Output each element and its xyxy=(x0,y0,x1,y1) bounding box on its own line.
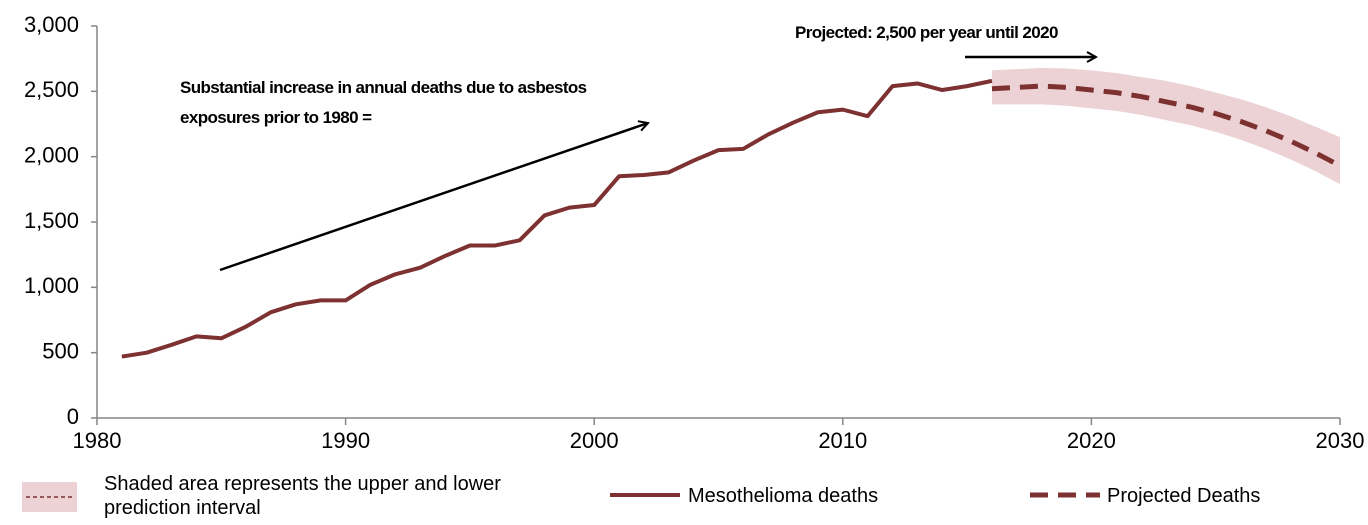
y-tick-label: 1,000 xyxy=(24,273,79,298)
x-tick-label: 1990 xyxy=(321,428,370,453)
x-tick-label: 2010 xyxy=(818,428,867,453)
series-line xyxy=(991,83,1342,169)
legend-label: Projected Deaths xyxy=(1107,485,1261,507)
y-tick-label: 0 xyxy=(67,404,79,429)
annotation-arrow xyxy=(219,123,648,272)
annotation: Projected: 2,500 per year until 2020 xyxy=(795,23,1058,42)
series-line xyxy=(121,78,993,359)
x-tick-label: 1980 xyxy=(73,428,122,453)
prediction-interval xyxy=(991,67,1340,185)
legend-label: Shaded area represents the upper and low… xyxy=(104,473,501,519)
x-tick-label: 2030 xyxy=(1316,428,1365,453)
annotation: Substantial increase in annual deaths du… xyxy=(180,78,587,127)
x-tick-label: 2020 xyxy=(1067,428,1116,453)
y-tick-label: 2,000 xyxy=(24,142,79,167)
y-tick-label: 500 xyxy=(42,338,79,363)
y-tick-label: 1,500 xyxy=(24,208,79,233)
legend-label: Mesothelioma deaths xyxy=(688,485,879,507)
y-tick-label: 2,500 xyxy=(24,77,79,102)
x-tick-label: 2000 xyxy=(570,428,619,453)
y-tick-label: 3,000 xyxy=(24,12,79,37)
